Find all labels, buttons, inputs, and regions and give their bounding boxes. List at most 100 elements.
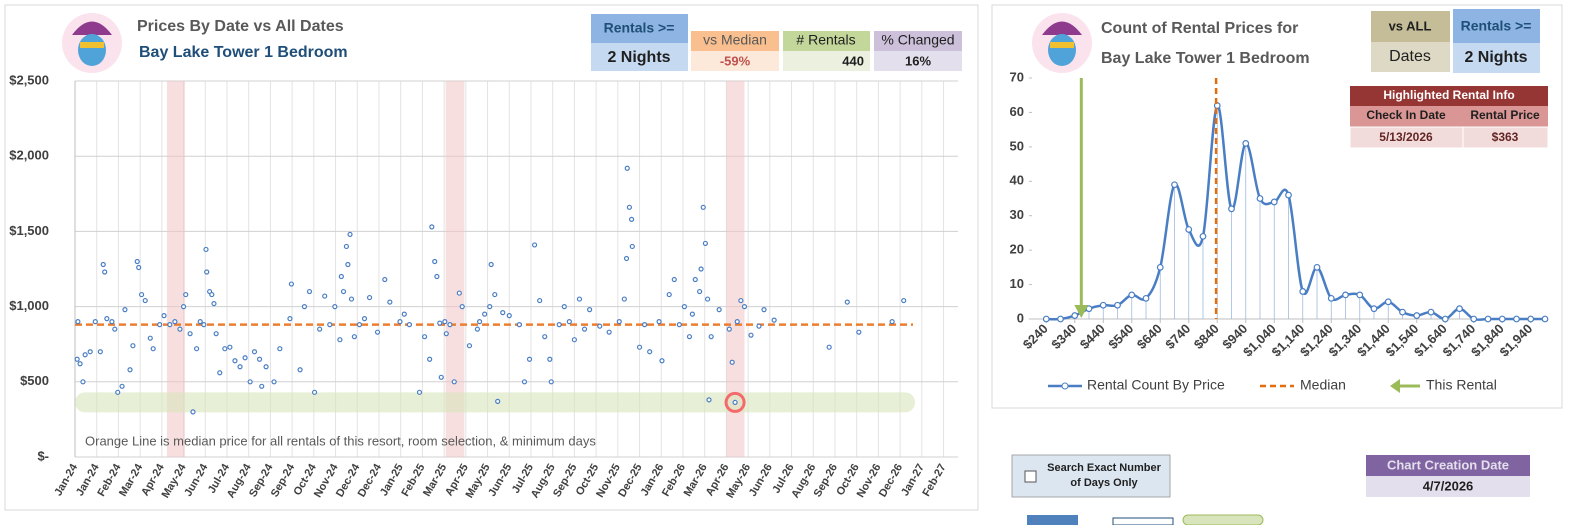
point — [901, 297, 907, 304]
point — [187, 331, 193, 337]
bottom-buttons — [1027, 514, 1264, 526]
point — [548, 379, 554, 385]
shaded-range — [445, 81, 465, 457]
point — [348, 296, 355, 302]
table-title: Highlighted Rental Info — [1383, 88, 1514, 102]
point — [1156, 263, 1164, 271]
point — [1270, 198, 1278, 206]
point — [531, 242, 538, 248]
exact-days-control[interactable]: Search Exact Number of Days Only — [1011, 454, 1171, 498]
point — [204, 269, 210, 275]
point — [624, 165, 630, 171]
point — [161, 313, 167, 319]
point — [1313, 263, 1321, 271]
point — [482, 311, 488, 317]
point — [628, 216, 635, 222]
point — [1470, 315, 1478, 323]
box-label: Rentals >= — [1461, 18, 1532, 34]
box-value: 2 Nights — [1464, 49, 1527, 66]
point — [1342, 291, 1349, 299]
point — [263, 364, 269, 370]
point — [697, 288, 703, 295]
point — [1327, 294, 1335, 302]
point — [487, 304, 493, 310]
point — [488, 261, 494, 268]
table-header: Rental Price — [1470, 108, 1540, 122]
point — [332, 304, 338, 310]
point — [1057, 315, 1064, 323]
point — [516, 322, 522, 328]
point — [338, 273, 344, 280]
box-label: vs Median — [703, 32, 767, 48]
point — [671, 276, 677, 283]
point — [256, 356, 263, 362]
point — [1299, 288, 1307, 295]
point — [251, 349, 258, 355]
point — [222, 346, 228, 352]
point — [213, 331, 219, 337]
point — [581, 326, 588, 332]
box-value: 440 — [842, 53, 864, 68]
point — [1541, 315, 1549, 323]
point — [451, 379, 457, 385]
point — [203, 246, 209, 253]
point — [92, 319, 98, 325]
point — [626, 204, 633, 210]
point — [97, 349, 103, 355]
point — [102, 269, 108, 275]
point — [636, 344, 643, 350]
point — [1399, 308, 1406, 316]
shaded-range — [166, 81, 186, 457]
point — [1256, 195, 1264, 202]
point — [566, 319, 572, 325]
point — [432, 258, 438, 265]
point — [537, 297, 543, 304]
point — [741, 304, 748, 310]
point — [406, 322, 412, 328]
checkbox[interactable] — [1024, 470, 1037, 483]
point — [761, 307, 767, 313]
point — [87, 349, 93, 355]
point — [115, 389, 121, 395]
point — [1285, 191, 1292, 199]
creation-date-value: 4/7/2026 — [1423, 478, 1474, 493]
point — [748, 332, 754, 338]
table-header: Check In Date — [1366, 108, 1446, 122]
point — [708, 334, 714, 340]
point — [756, 323, 762, 329]
point — [642, 322, 648, 328]
point — [587, 307, 593, 313]
y-tick-label: 70 — [1010, 69, 1024, 84]
point — [1441, 315, 1449, 323]
point — [1384, 298, 1392, 306]
legend-marker — [1061, 382, 1069, 390]
point — [387, 299, 393, 305]
control-box — [1011, 454, 1171, 498]
point — [495, 398, 501, 404]
point — [856, 329, 862, 335]
header-boxes: Rentals >= 2 Nights vs Median -59% # Ren… — [591, 9, 1540, 73]
point — [616, 319, 622, 325]
point — [826, 344, 832, 350]
point — [167, 322, 173, 328]
table-cell: $363 — [1492, 130, 1519, 144]
point — [271, 379, 277, 385]
point — [347, 231, 353, 238]
point — [259, 383, 265, 389]
point — [74, 356, 80, 362]
y-tick-label: $2,500 — [9, 72, 49, 87]
legend-arrow — [1390, 379, 1400, 393]
y-tick-label: $500 — [20, 373, 49, 388]
checkbox-label: Search Exact Number of Days Only — [1047, 462, 1161, 489]
point — [542, 334, 548, 340]
point — [706, 397, 712, 403]
creation-label: Chart Creation Date — [1387, 457, 1509, 472]
point — [629, 243, 635, 250]
point — [1228, 205, 1235, 213]
point — [732, 399, 738, 406]
checkbox-label-line: Search Exact Number — [1047, 462, 1161, 474]
point — [561, 304, 567, 310]
point — [138, 291, 145, 298]
point — [429, 224, 435, 230]
